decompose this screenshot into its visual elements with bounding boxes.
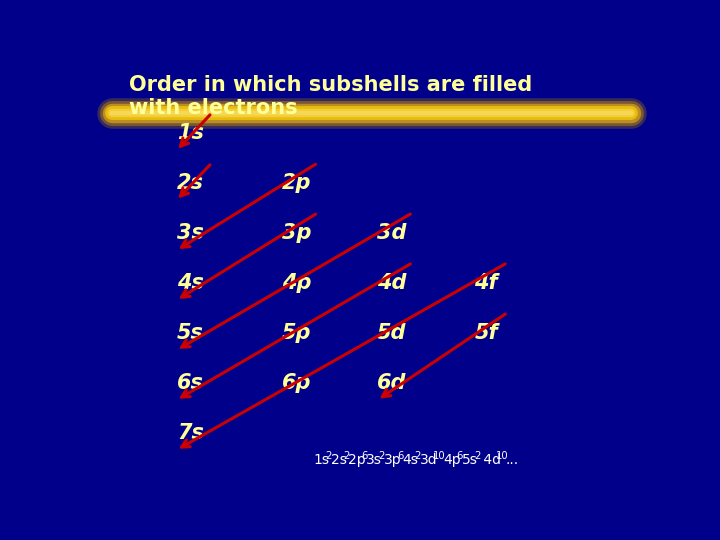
Text: 6: 6 xyxy=(456,450,463,461)
Text: 5s: 5s xyxy=(177,323,204,343)
Text: 3p: 3p xyxy=(282,223,311,243)
Text: 2p: 2p xyxy=(282,173,311,193)
Text: ...: ... xyxy=(505,453,518,467)
Text: 3p: 3p xyxy=(384,453,401,467)
Text: 5s: 5s xyxy=(462,453,477,467)
Text: 3d: 3d xyxy=(420,453,437,467)
Text: Order in which subshells are filled
with electrons: Order in which subshells are filled with… xyxy=(129,75,532,118)
Text: 4p: 4p xyxy=(443,453,461,467)
Text: 2: 2 xyxy=(379,450,385,461)
Text: 2: 2 xyxy=(343,450,349,461)
Text: 3s: 3s xyxy=(177,223,204,243)
Text: 4f: 4f xyxy=(474,273,498,293)
Text: 2s: 2s xyxy=(177,173,204,193)
Text: 2: 2 xyxy=(415,450,421,461)
Text: 6: 6 xyxy=(397,450,404,461)
Text: 10: 10 xyxy=(496,450,508,461)
Text: 10: 10 xyxy=(433,450,446,461)
Text: 6p: 6p xyxy=(282,373,311,393)
Text: 2: 2 xyxy=(325,450,332,461)
Text: 4d: 4d xyxy=(377,273,406,293)
Text: 4d: 4d xyxy=(479,453,500,467)
Text: 6d: 6d xyxy=(377,373,406,393)
Text: 2: 2 xyxy=(474,450,480,461)
Text: 5f: 5f xyxy=(474,323,498,343)
Text: 3s: 3s xyxy=(366,453,382,467)
Text: 6s: 6s xyxy=(177,373,204,393)
Text: 2p: 2p xyxy=(348,453,366,467)
Text: 5p: 5p xyxy=(282,323,311,343)
Text: 6: 6 xyxy=(361,450,368,461)
Text: 1s: 1s xyxy=(313,453,329,467)
Text: 7s: 7s xyxy=(177,423,204,443)
Text: 4s: 4s xyxy=(402,453,418,467)
Text: 1s: 1s xyxy=(177,124,204,144)
Text: 5d: 5d xyxy=(377,323,406,343)
Text: 4s: 4s xyxy=(177,273,204,293)
Text: 2s: 2s xyxy=(330,453,346,467)
Text: 3d: 3d xyxy=(377,223,406,243)
Text: 4p: 4p xyxy=(282,273,311,293)
